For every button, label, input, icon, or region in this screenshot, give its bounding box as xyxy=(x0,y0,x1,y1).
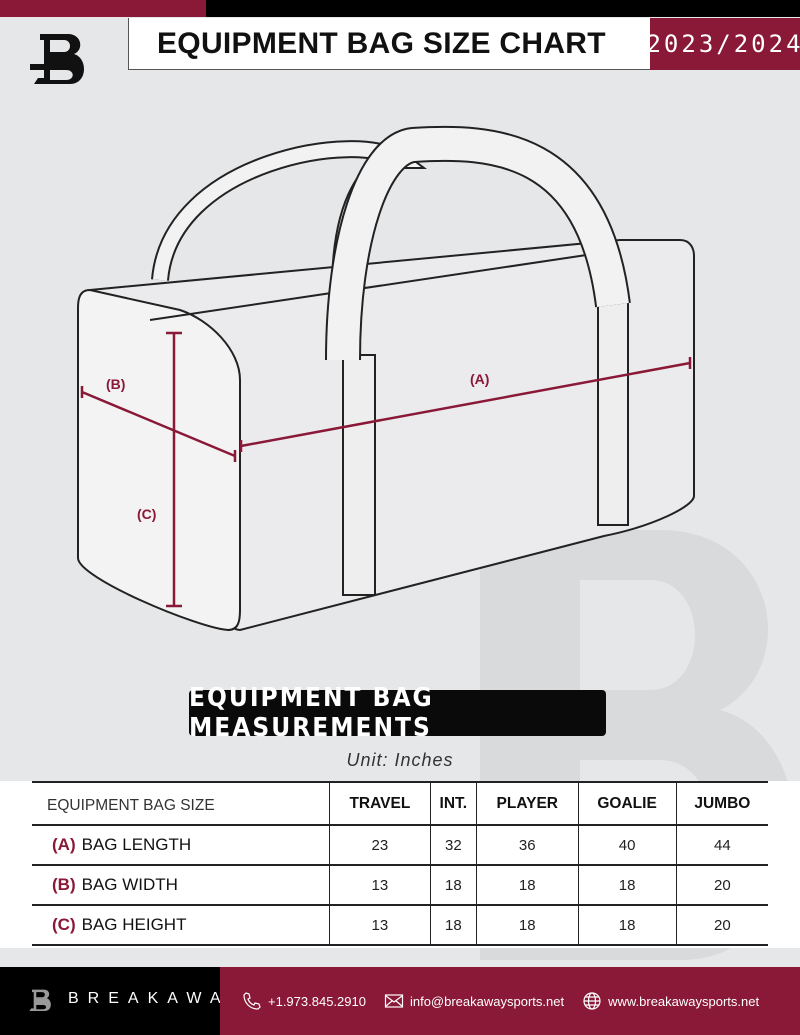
cell: 18 xyxy=(429,865,477,905)
cell: 18 xyxy=(577,865,677,905)
row-name: BAG WIDTH xyxy=(81,875,178,894)
cell: 36 xyxy=(476,825,578,865)
website-contact[interactable]: www.breakawaysports.net xyxy=(582,991,759,1011)
cell: 32 xyxy=(429,825,477,865)
header-travel: TRAVEL xyxy=(329,782,431,825)
unit-label: Unit: Inches xyxy=(346,750,454,770)
size-table: EQUIPMENT BAG SIZE TRAVEL INT. PLAYER GO… xyxy=(32,781,768,946)
table-row: (C) BAG HEIGHT 13 18 18 18 20 xyxy=(32,905,768,945)
row-key: (A) xyxy=(52,835,76,854)
mail-icon xyxy=(384,994,404,1008)
top-accent-bar xyxy=(0,0,206,17)
row-label: (B) BAG WIDTH xyxy=(32,865,330,905)
website-text: www.breakawaysports.net xyxy=(608,993,760,1009)
size-table-panel: EQUIPMENT BAG SIZE TRAVEL INT. PLAYER GO… xyxy=(0,781,800,948)
cell: 20 xyxy=(675,905,768,945)
label-b: (B) xyxy=(106,376,125,392)
header-size: EQUIPMENT BAG SIZE xyxy=(47,796,215,814)
label-a: (A) xyxy=(470,371,489,387)
phone-contact[interactable]: +1.973.845.2910 xyxy=(242,991,366,1011)
row-key: (C) xyxy=(52,915,76,934)
row-name: BAG LENGTH xyxy=(81,835,192,854)
bag-diagram: (A) (B) (C) xyxy=(77,125,695,632)
row-label: (C) BAG HEIGHT xyxy=(32,905,330,945)
row-name: BAG HEIGHT xyxy=(81,915,187,934)
label-c: (C) xyxy=(137,506,156,522)
header-goalie: GOALIE xyxy=(577,782,677,825)
breakaway-logo xyxy=(30,34,85,84)
top-black-bar xyxy=(206,0,800,17)
row-label: (A) BAG LENGTH xyxy=(32,825,330,865)
page-title: EQUIPMENT BAG SIZE CHART xyxy=(128,18,650,70)
phone-icon xyxy=(243,992,261,1010)
cell: 18 xyxy=(577,905,677,945)
season-badge: 2023/2024 xyxy=(646,18,800,70)
cell: 40 xyxy=(577,825,677,865)
cell: 20 xyxy=(675,865,768,905)
footer-contact-bar: +1.973.845.2910 info@breakawaysports.net… xyxy=(220,967,800,1035)
cell: 13 xyxy=(329,865,431,905)
footer-brand: BREAKAWAY xyxy=(68,990,248,1007)
cell: 23 xyxy=(329,825,431,865)
email-contact[interactable]: info@breakawaysports.net xyxy=(384,991,564,1011)
row-key: (B) xyxy=(52,875,76,894)
table-row: (B) BAG WIDTH 13 18 18 18 20 xyxy=(32,865,768,905)
header-player: PLAYER xyxy=(476,782,578,825)
cell: 44 xyxy=(675,825,768,865)
header-jumbo: JUMBO xyxy=(675,782,768,825)
cell: 18 xyxy=(476,865,578,905)
header-int: INT. xyxy=(429,782,477,825)
footer-logo xyxy=(29,989,51,1011)
phone-text: +1.973.845.2910 xyxy=(268,993,366,1009)
email-text: info@breakawaysports.net xyxy=(409,993,565,1009)
table-row: (A) BAG LENGTH 23 32 36 40 44 xyxy=(32,825,768,865)
cell: 18 xyxy=(429,905,477,945)
table-header-row: EQUIPMENT BAG SIZE TRAVEL INT. PLAYER GO… xyxy=(32,782,768,825)
measurements-title: EQUIPMENT BAG MEASUREMENTS xyxy=(189,683,606,743)
cell: 13 xyxy=(329,905,431,945)
cell: 18 xyxy=(476,905,578,945)
globe-icon xyxy=(583,992,601,1010)
